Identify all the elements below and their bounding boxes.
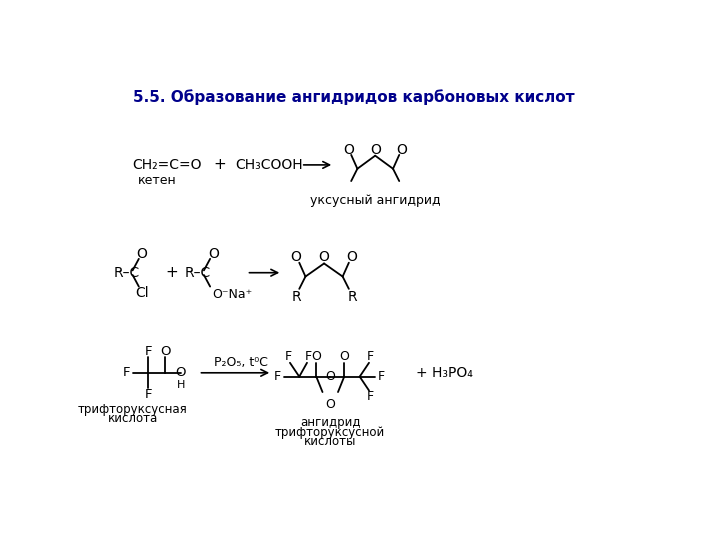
Text: O: O: [160, 345, 171, 357]
Text: уксусный ангидрид: уксусный ангидрид: [310, 194, 441, 207]
Text: F: F: [367, 350, 374, 363]
Text: O: O: [325, 370, 336, 383]
Text: + H₃PO₄: + H₃PO₄: [415, 366, 472, 380]
Text: кислота: кислота: [107, 413, 158, 426]
Text: F: F: [378, 370, 385, 383]
Text: R–C: R–C: [113, 266, 140, 280]
Text: O: O: [339, 350, 349, 363]
Text: F: F: [367, 390, 374, 403]
Text: R: R: [347, 291, 357, 305]
Text: O: O: [176, 366, 186, 379]
Text: H: H: [176, 380, 185, 390]
Text: CH₃COOH: CH₃COOH: [235, 158, 303, 172]
Text: O: O: [291, 251, 302, 264]
Text: R–C: R–C: [184, 266, 211, 280]
Text: F: F: [145, 345, 152, 357]
Text: O: O: [346, 251, 357, 264]
Text: трифторуксусной: трифторуксусной: [275, 426, 385, 438]
Text: R: R: [292, 291, 301, 305]
Text: CH₂=C=O: CH₂=C=O: [132, 158, 202, 172]
Text: O: O: [208, 247, 219, 261]
Text: O⁻Na⁺: O⁻Na⁺: [212, 288, 253, 301]
Text: F: F: [122, 366, 130, 379]
Text: кислоты: кислоты: [304, 435, 356, 448]
Text: O: O: [325, 398, 336, 411]
Text: кетен: кетен: [138, 174, 177, 187]
Text: F: F: [305, 350, 312, 363]
Text: F: F: [274, 370, 281, 383]
Text: O: O: [319, 251, 330, 264]
Text: P₂O₅, t⁰C: P₂O₅, t⁰C: [214, 355, 268, 368]
Text: F: F: [145, 388, 152, 401]
Text: O: O: [137, 247, 148, 261]
Text: O: O: [343, 143, 354, 157]
Text: F: F: [285, 350, 292, 363]
Text: +: +: [165, 265, 178, 280]
Text: 5.5. Образование ангидридов карбоновых кислот: 5.5. Образование ангидридов карбоновых к…: [132, 89, 575, 105]
Text: Cl: Cl: [135, 286, 149, 300]
Text: трифторуксусная: трифторуксусная: [78, 403, 187, 416]
Text: O: O: [396, 143, 407, 157]
Text: O: O: [311, 350, 321, 363]
Text: ангидрид: ангидрид: [300, 416, 361, 429]
Text: O: O: [370, 143, 381, 157]
Text: +: +: [214, 157, 227, 172]
